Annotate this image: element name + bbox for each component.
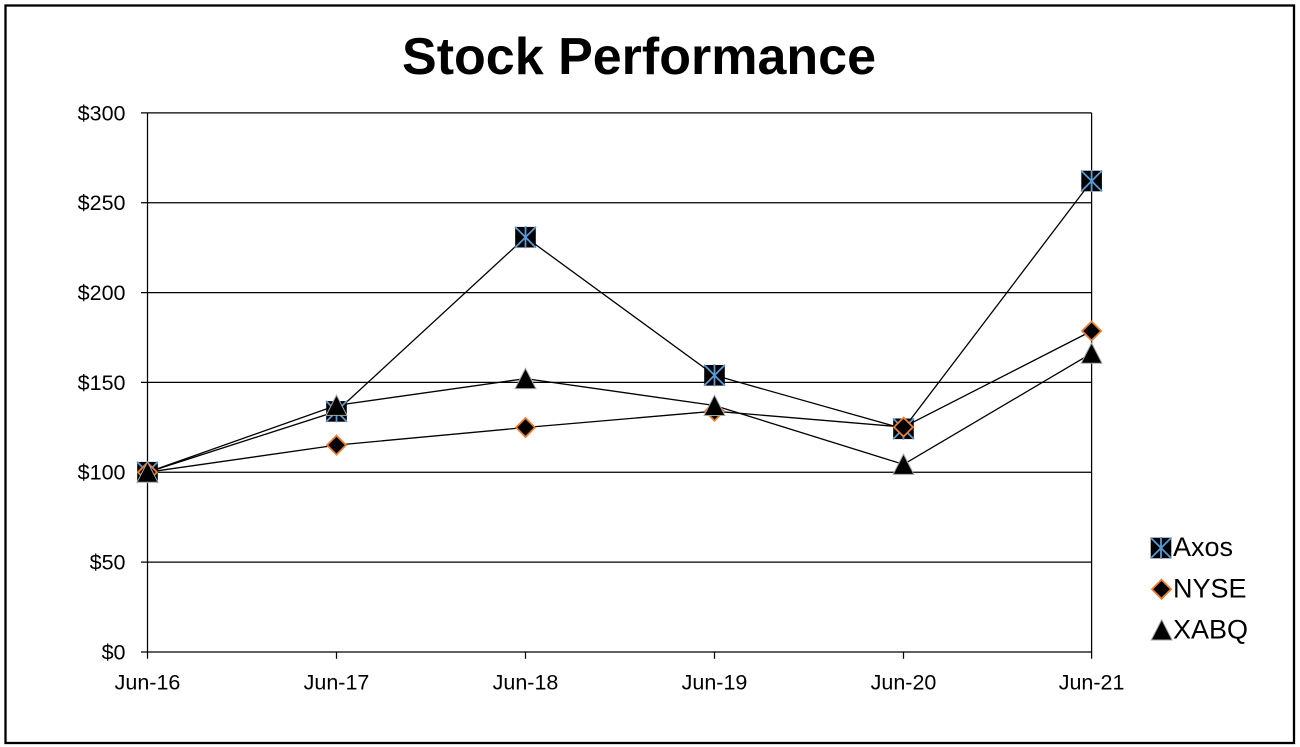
- svg-text:Stock Performance: Stock Performance: [402, 28, 876, 86]
- svg-text:Axos: Axos: [1173, 532, 1233, 562]
- svg-text:XABQ: XABQ: [1173, 614, 1248, 644]
- svg-text:NYSE: NYSE: [1173, 573, 1247, 603]
- svg-text:Jun-18: Jun-18: [493, 671, 559, 695]
- svg-text:$250: $250: [78, 191, 126, 215]
- svg-text:Jun-16: Jun-16: [115, 671, 181, 695]
- svg-text:$50: $50: [90, 551, 126, 575]
- svg-text:$0: $0: [102, 640, 126, 664]
- svg-text:Jun-17: Jun-17: [304, 671, 370, 695]
- svg-text:Jun-19: Jun-19: [682, 671, 748, 695]
- svg-text:Jun-21: Jun-21: [1059, 671, 1125, 695]
- svg-text:$200: $200: [78, 281, 126, 305]
- svg-text:$100: $100: [78, 461, 126, 485]
- svg-text:$300: $300: [78, 101, 126, 125]
- svg-text:Jun-20: Jun-20: [871, 671, 937, 695]
- svg-text:$150: $150: [78, 371, 126, 395]
